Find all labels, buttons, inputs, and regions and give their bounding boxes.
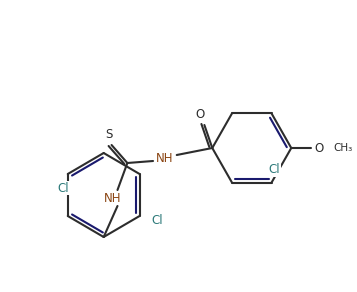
Text: Cl: Cl [269,163,280,176]
Text: Cl: Cl [57,182,69,194]
Text: S: S [105,128,112,140]
Text: O: O [314,142,323,154]
Text: NH: NH [104,192,121,204]
Text: Cl: Cl [151,215,163,227]
Text: NH: NH [156,152,174,164]
Text: CH₃: CH₃ [334,143,353,153]
Text: O: O [196,107,205,121]
